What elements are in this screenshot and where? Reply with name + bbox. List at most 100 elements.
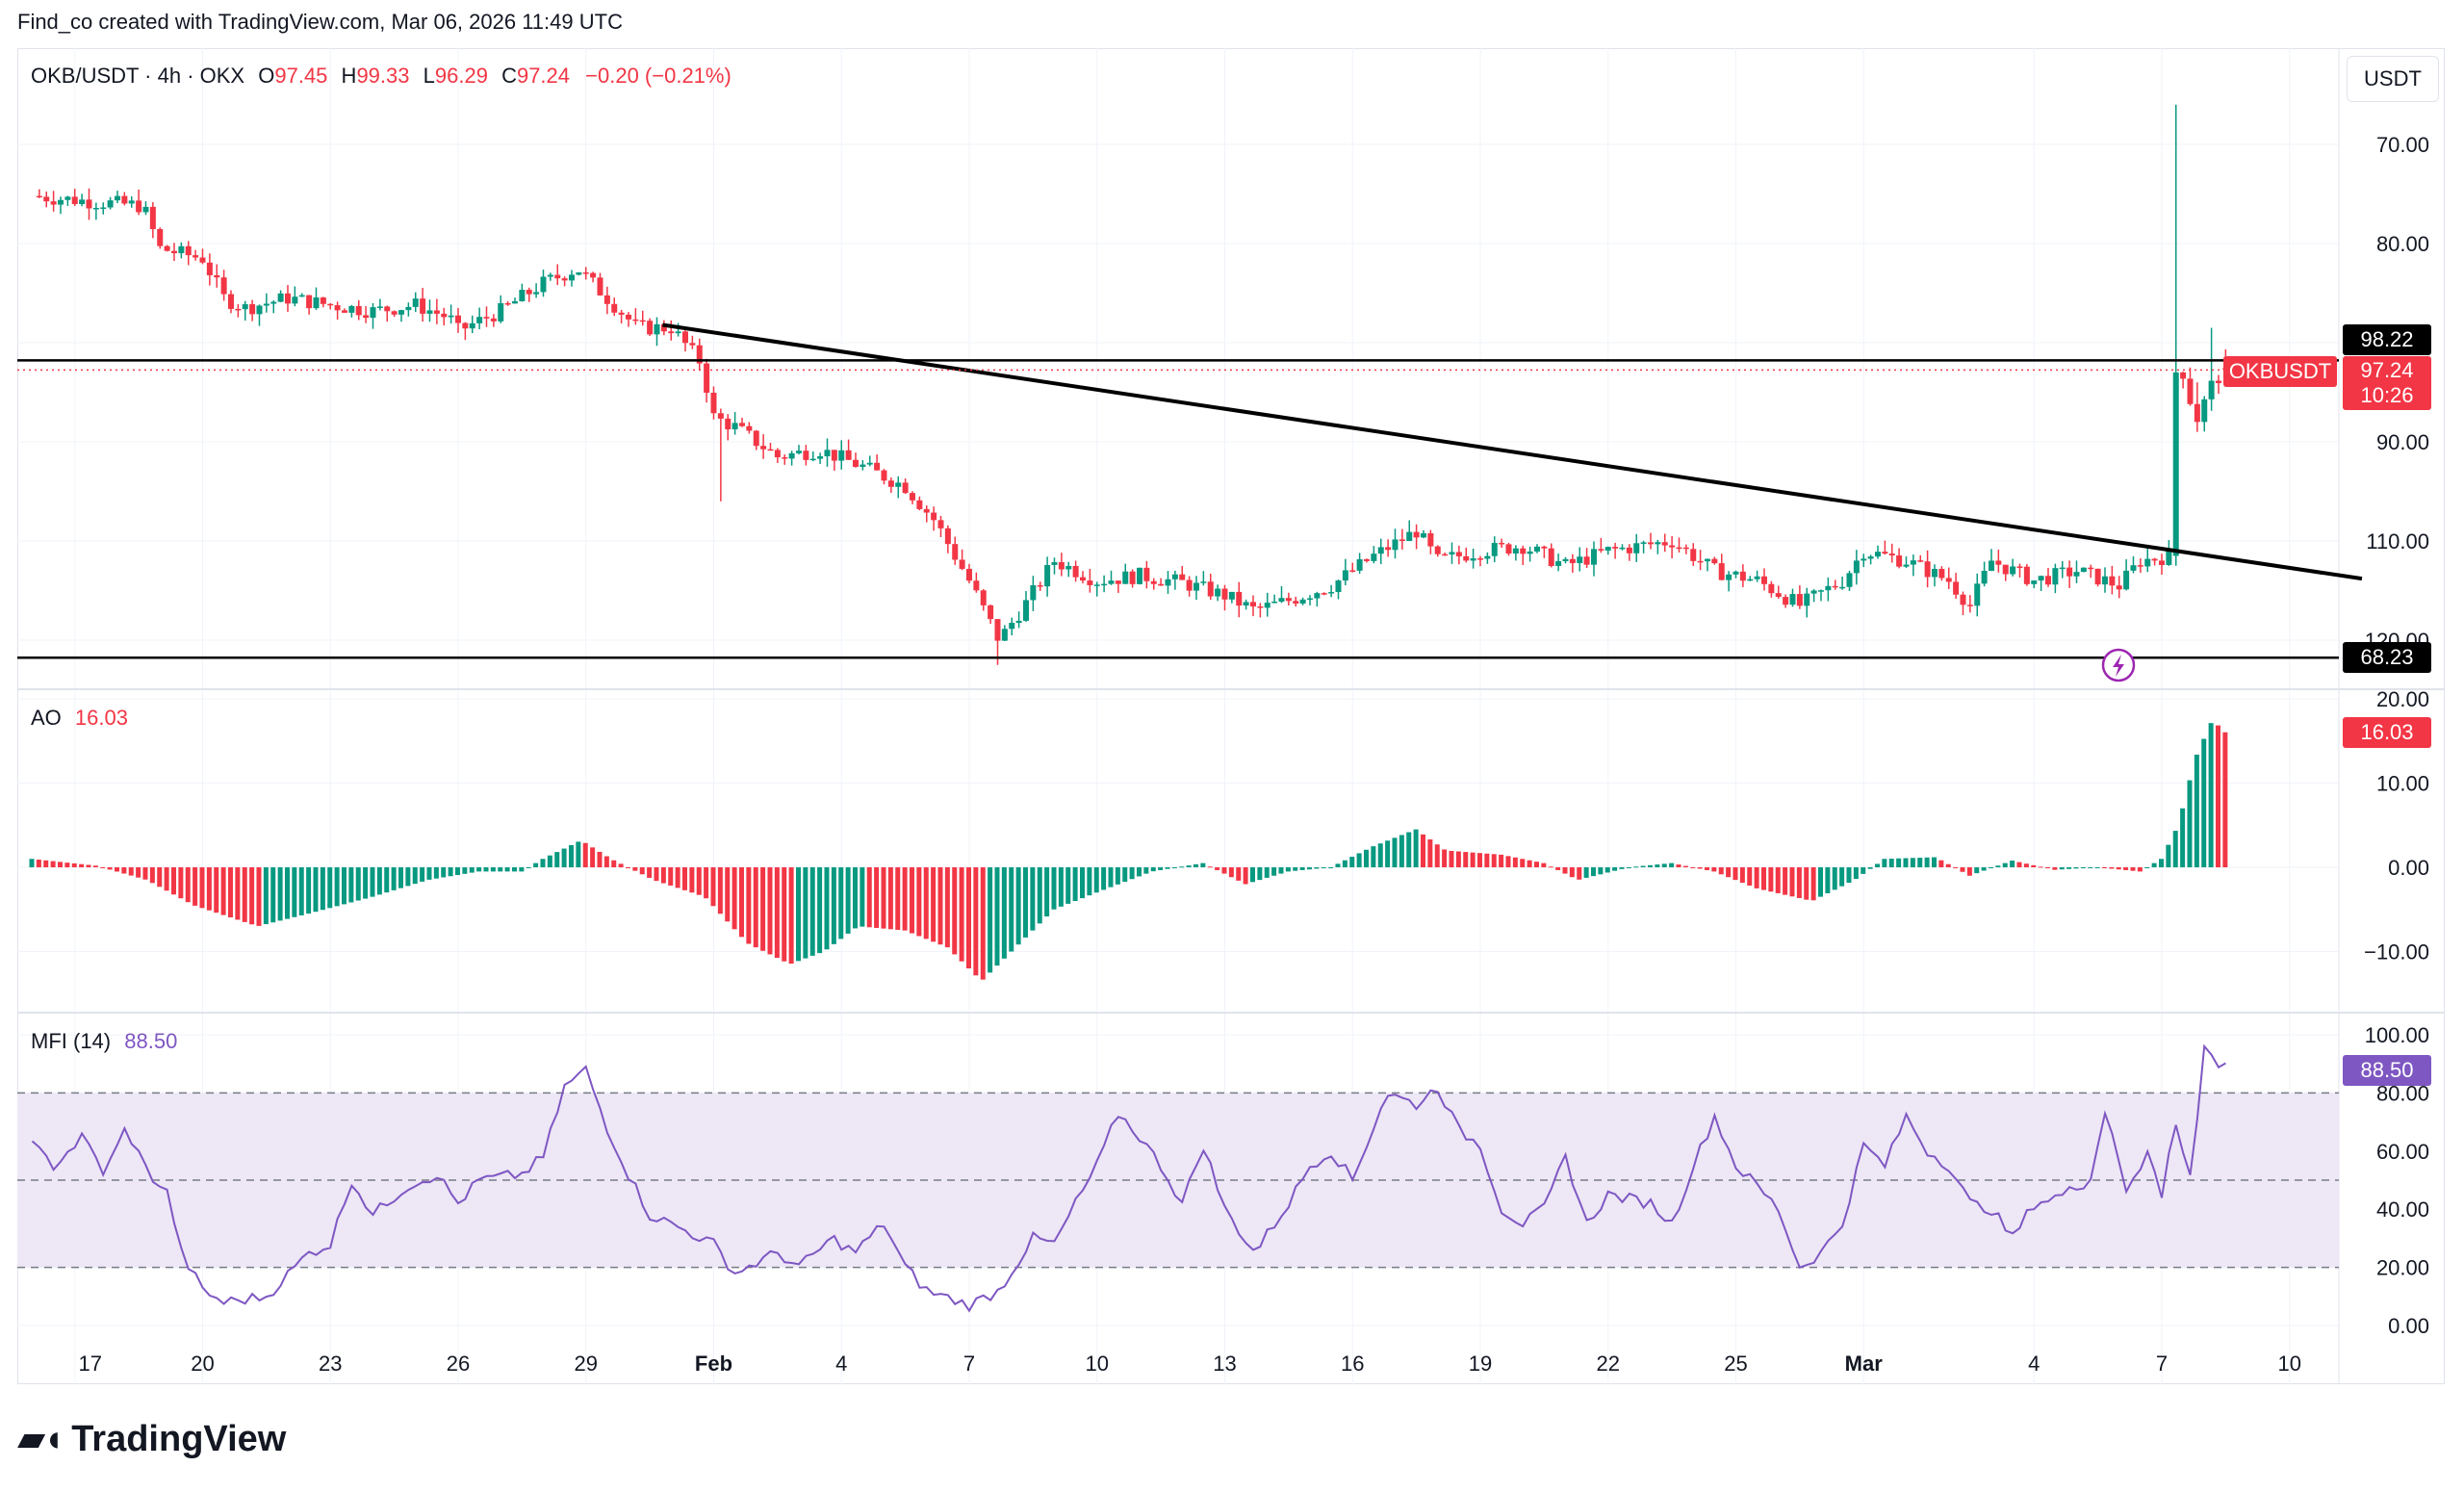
time-axis-tick: 16	[1341, 1351, 1364, 1376]
candle-body	[1867, 556, 1874, 559]
ao-bar	[100, 867, 106, 868]
ao-bar	[824, 867, 830, 950]
candle-body	[952, 544, 959, 560]
ao-bar	[92, 865, 98, 867]
candle-body	[170, 250, 177, 254]
ao-bar	[1228, 867, 1234, 878]
ao-bar	[639, 867, 645, 875]
candle-body	[1037, 585, 1043, 587]
ao-bar	[1434, 844, 1440, 867]
ao-axis-tick: −10.00	[2364, 940, 2429, 965]
ao-legend[interactable]: AO 16.03	[31, 706, 128, 731]
candle-body	[476, 317, 483, 323]
ao-bar	[320, 867, 325, 911]
ao-bar	[128, 867, 134, 876]
candle-body	[1051, 562, 1058, 565]
candle-body	[341, 310, 347, 313]
ao-bar	[568, 844, 574, 867]
ao-bar	[788, 867, 794, 965]
ao-bar	[2052, 867, 2058, 870]
mfi-axis-tick: 100.00	[2365, 1023, 2429, 1047]
ao-bar	[1306, 867, 1312, 870]
candle-body	[738, 423, 745, 426]
ao-bar	[1249, 867, 1255, 883]
candle-body	[1215, 588, 1221, 597]
mfi-band	[17, 1092, 2339, 1269]
candle-body	[1697, 560, 1704, 563]
tradingview-logo[interactable]: ▰◖ TradingView	[17, 1417, 286, 1460]
ao-bar	[625, 867, 630, 868]
ao-bar	[1917, 858, 1923, 867]
ao-name[interactable]: AO	[31, 706, 62, 730]
candle-body	[1193, 582, 1199, 591]
ao-bar	[1562, 867, 1568, 874]
ao-bar	[1760, 867, 1766, 890]
candle-body	[391, 311, 398, 315]
candle-body	[1804, 593, 1810, 606]
candle-body	[965, 568, 972, 581]
candle-body	[1817, 590, 1824, 592]
currency-button[interactable]: USDT	[2347, 56, 2439, 102]
ao-bar	[1604, 867, 1610, 873]
candle-body	[902, 482, 909, 494]
candle-body	[1896, 555, 1903, 567]
ao-bar	[1236, 867, 1242, 881]
candle-body	[1385, 547, 1392, 551]
candle-body	[149, 206, 156, 229]
price-axis-tick: 90.00	[2376, 430, 2429, 454]
candle-body	[1718, 563, 1725, 580]
candle-body	[348, 305, 355, 313]
ao-bar	[1371, 846, 1376, 867]
symbol-name[interactable]: OKB/USDT · 4h · OKX	[31, 64, 245, 88]
symbol-legend[interactable]: OKB/USDT · 4h · OKX O97.45 H99.33 L96.29…	[31, 64, 732, 89]
candle-body	[214, 274, 220, 278]
candle-body	[689, 343, 696, 346]
drawing-lines[interactable]	[17, 322, 2363, 659]
time-axis-tick: 23	[319, 1351, 342, 1376]
candle-body	[2116, 585, 2122, 590]
candle-body	[334, 305, 341, 311]
ao-bar	[511, 867, 517, 872]
ao-bar	[1015, 867, 1021, 945]
ao-bar	[1314, 867, 1320, 869]
mfi-name[interactable]: MFI (14)	[31, 1029, 112, 1053]
lightning-icon[interactable]	[2101, 648, 2136, 682]
candle-body	[483, 317, 490, 319]
candle-body	[50, 201, 57, 205]
ao-bar	[1754, 867, 1759, 888]
candle-body	[1079, 577, 1086, 581]
ao-bar	[1640, 865, 1646, 867]
ao-bar	[937, 867, 943, 945]
ao-bar	[1775, 867, 1781, 893]
mfi-axis-tick: 60.00	[2376, 1140, 2429, 1164]
candle-body	[746, 425, 753, 431]
candle-body	[1953, 581, 1960, 595]
ao-bar	[2180, 808, 2186, 867]
ao-bar	[441, 867, 447, 878]
candle-body	[1221, 588, 1228, 600]
last-price-tag: 97.24 10:26	[2343, 356, 2431, 410]
mfi-legend[interactable]: MFI (14) 88.50	[31, 1029, 177, 1054]
ao-bar	[2137, 867, 2143, 872]
candle-body	[1228, 591, 1235, 600]
ao-bar	[2080, 867, 2086, 868]
candle-body	[1661, 542, 1668, 546]
ao-bar	[774, 867, 780, 959]
ao-bar	[1143, 867, 1149, 874]
candle-body	[220, 277, 227, 295]
candle-body	[590, 272, 597, 278]
ao-bar	[86, 864, 91, 867]
candle-body	[540, 276, 547, 293]
candle-body	[1690, 549, 1697, 561]
ao-bar	[142, 867, 148, 880]
time-axis-tick: 4	[835, 1351, 847, 1376]
ao-bar	[57, 862, 63, 867]
ao-bar	[1577, 867, 1582, 880]
trendline[interactable]	[662, 322, 2363, 581]
candle-body	[732, 423, 738, 430]
ao-bar	[952, 867, 958, 955]
candle-body	[2137, 565, 2143, 567]
ao-bar	[1732, 867, 1738, 881]
time-axis-tick: Mar	[1845, 1351, 1884, 1376]
